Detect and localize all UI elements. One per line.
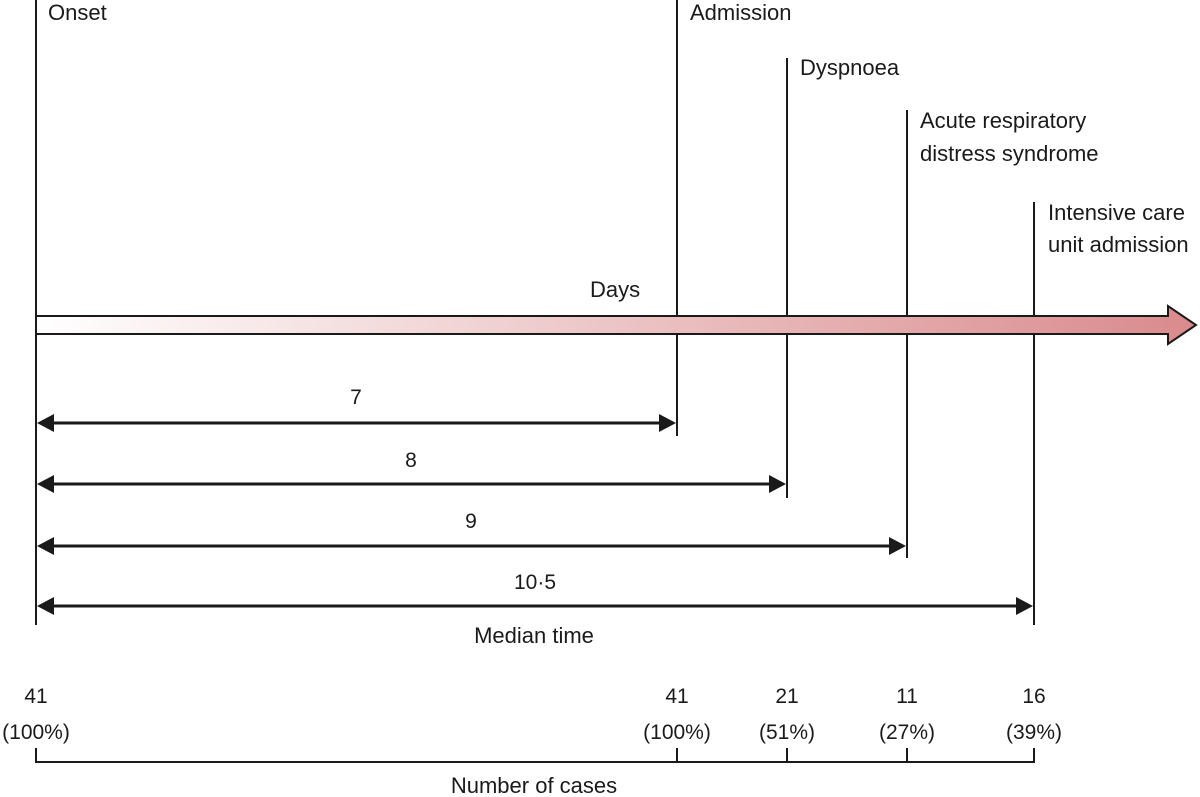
median-time-label: Median time <box>474 623 594 648</box>
number-of-cases-label: Number of cases <box>451 773 617 797</box>
median-arrow-icu <box>37 597 1033 615</box>
ards-percent: (27%) <box>879 721 935 744</box>
median-arrow-ards <box>37 537 906 555</box>
dyspnoea-cases: 21 <box>775 685 798 708</box>
onset-percent: (100%) <box>2 721 70 744</box>
dyspnoea-percent: (51%) <box>759 721 815 744</box>
icu-label-line-2: unit admission <box>1048 232 1189 257</box>
cases-bracket <box>35 748 1035 763</box>
admission-label: Admission <box>690 0 791 25</box>
icu-label-line-1: Intensive care <box>1048 200 1185 225</box>
ards-cases: 11 <box>896 685 918 708</box>
onset-cases: 41 <box>24 685 47 708</box>
ards-label-line-2: distress syndrome <box>920 141 1099 166</box>
onset-label: Onset <box>48 0 107 25</box>
median-arrow-admission <box>37 414 676 432</box>
median-arrow-dyspnoea <box>37 475 786 493</box>
admission-cases: 41 <box>665 685 688 708</box>
ards-label-line-1: Acute respiratory <box>920 108 1086 133</box>
median-value-ards: 9 <box>465 510 477 533</box>
admission-percent: (100%) <box>643 721 711 744</box>
median-value-dyspnoea: 8 <box>405 449 417 472</box>
icu-percent: (39%) <box>1006 721 1062 744</box>
dyspnoea-label: Dyspnoea <box>800 55 900 80</box>
days-axis-arrow <box>35 304 1198 346</box>
days-axis-label: Days <box>590 277 640 302</box>
icu-cases: 16 <box>1022 685 1045 708</box>
median-value-icu: 10·5 <box>514 571 556 594</box>
median-value-admission: 7 <box>350 386 362 409</box>
